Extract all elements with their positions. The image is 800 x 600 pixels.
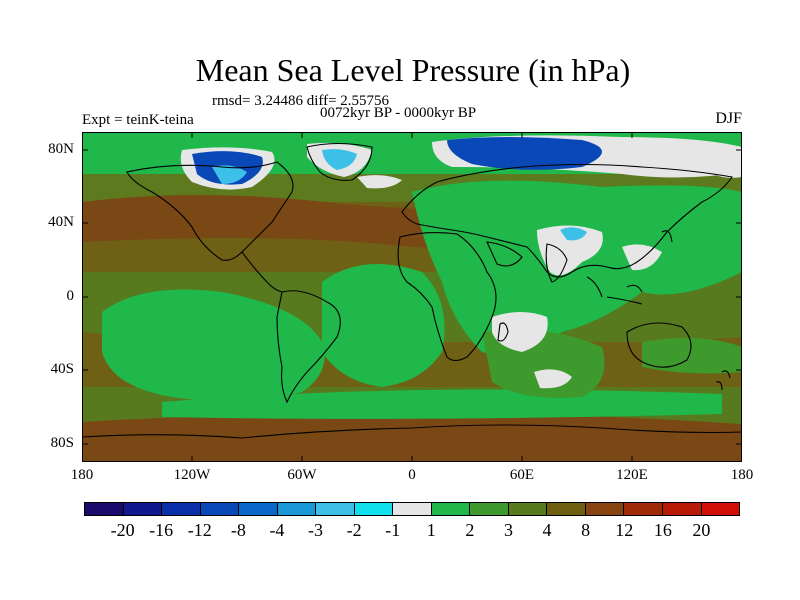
lon-label: 0 xyxy=(408,467,416,483)
canada-cyan-region xyxy=(212,165,247,184)
lat-label: 0 xyxy=(66,288,75,304)
colorbar-label: -8 xyxy=(230,520,246,540)
colorbar-label: 2 xyxy=(465,520,475,540)
colorbar-swatch xyxy=(624,503,663,515)
chart-title: Mean Sea Level Pressure (in hPa) xyxy=(195,52,631,88)
experiment-label: Expt = teinK-teina xyxy=(82,112,194,128)
colorbar-swatch xyxy=(162,503,201,515)
colorbar xyxy=(84,502,740,516)
colorbar-label: -2 xyxy=(346,520,362,540)
atlantic-green-region xyxy=(322,264,445,387)
colorbar-swatch xyxy=(123,503,163,515)
colorbar-label: 4 xyxy=(542,520,552,540)
lon-label: 60W xyxy=(287,467,317,483)
lon-label: 120W xyxy=(173,467,211,483)
siberia-blue-region xyxy=(447,137,602,170)
colorbar-swatch xyxy=(508,503,548,515)
colorbar-swatch xyxy=(662,503,702,515)
colorbar-swatch xyxy=(85,503,124,515)
hudson-white-region xyxy=(357,175,402,189)
colorbar-swatch xyxy=(200,503,240,515)
lon-label: 180 xyxy=(730,467,754,483)
lon-label: 60E xyxy=(509,467,535,483)
colorbar-label: 20 xyxy=(692,520,711,540)
colorbar-label: -20 xyxy=(110,520,135,540)
pacific-east-green xyxy=(642,338,742,374)
madagascar-white-region xyxy=(492,312,548,352)
colorbar-swatch xyxy=(431,503,471,515)
time-period-label: 0072kyr BP - 0000kyr BP xyxy=(320,105,477,121)
northpacific-white-region xyxy=(710,159,742,178)
map-ticks xyxy=(82,132,742,462)
colorbar-swatch xyxy=(239,503,278,515)
colorbar-swatch xyxy=(277,503,317,515)
colorbar-label: -12 xyxy=(187,520,212,540)
colorbar-label: -4 xyxy=(269,520,285,540)
band-antarctic-brown xyxy=(82,412,742,462)
pacific-green-region xyxy=(102,289,325,401)
lat-label: 40N xyxy=(48,214,74,230)
colorbar-label: 8 xyxy=(581,520,591,540)
lat-label: 40S xyxy=(50,361,74,377)
colorbar-label: 3 xyxy=(503,520,513,540)
south-indian-white-region xyxy=(534,369,572,389)
lat-label: 80N xyxy=(48,141,74,157)
greenland-cyan-region xyxy=(322,149,357,170)
pressure-map xyxy=(82,132,742,462)
colorbar-label: -16 xyxy=(149,520,174,540)
colorbar-swatch xyxy=(354,503,394,515)
rmsd-diff-stats: rmsd= 3.24486 diff= 2.55756 xyxy=(212,93,390,109)
season-label: DJF xyxy=(715,110,742,127)
colorbar-label: 1 xyxy=(426,520,436,540)
lat-label: 80S xyxy=(50,435,74,451)
lon-label: 180 xyxy=(70,467,94,483)
colorbar-swatch xyxy=(701,503,740,515)
coastlines xyxy=(82,142,742,439)
colorbar-swatch xyxy=(470,503,509,515)
colorbar-swatch xyxy=(585,503,625,515)
tibet-cyan-region xyxy=(560,227,587,241)
colorbar-label: 12 xyxy=(615,520,634,540)
colorbar-label: -3 xyxy=(308,520,324,540)
colorbar-label: 16 xyxy=(653,520,672,540)
india-white-region xyxy=(537,225,603,276)
lon-label: 120E xyxy=(616,467,648,483)
colorbar-label: -1 xyxy=(385,520,401,540)
colorbar-swatch xyxy=(547,503,586,515)
china-white-region xyxy=(622,244,662,271)
colorbar-swatch xyxy=(316,503,355,515)
colorbar-swatch xyxy=(393,503,432,515)
